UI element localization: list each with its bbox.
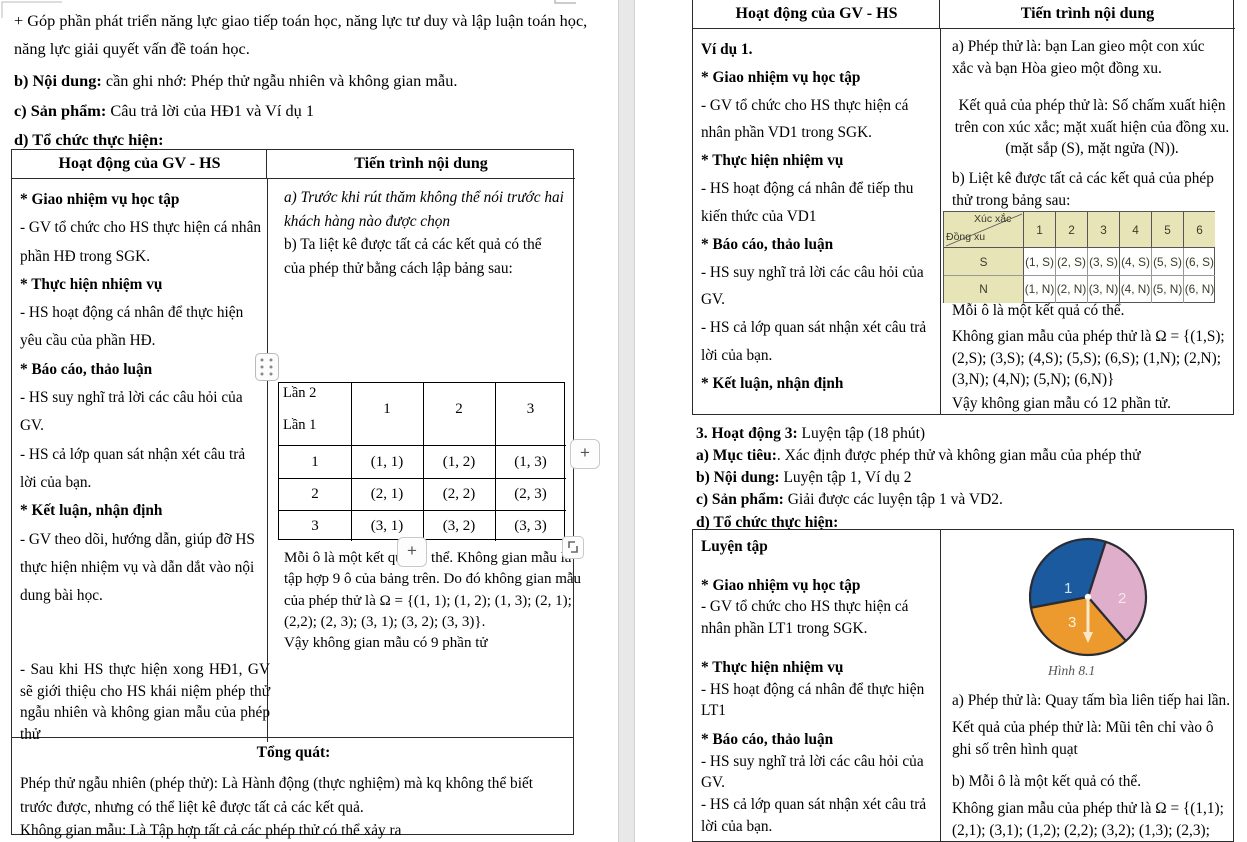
svg-text:1: 1 xyxy=(1064,580,1072,597)
svg-text:3: 3 xyxy=(1068,614,1076,631)
svg-text:2: 2 xyxy=(1118,590,1126,607)
